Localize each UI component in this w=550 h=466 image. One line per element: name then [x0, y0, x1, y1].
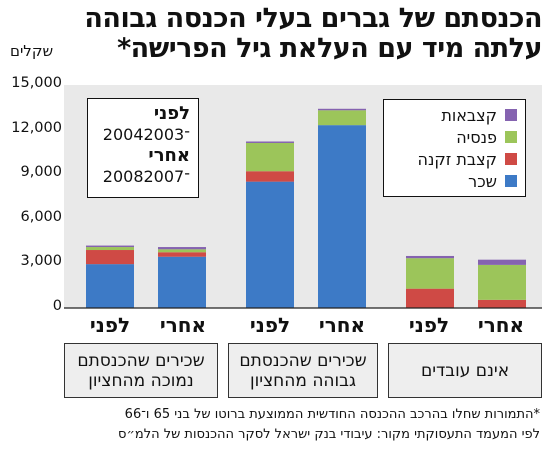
legend-label-allowances: קצבאות — [441, 105, 497, 125]
bar-segment-3-series-2 — [246, 171, 294, 182]
legend-swatch-salary — [505, 175, 517, 187]
bar-segment-4-series-1 — [318, 125, 366, 308]
period-box: לפני 2004־2003 אחרי 2008־2007 — [87, 98, 199, 198]
bar-segment-1-series-3 — [86, 247, 134, 251]
y-tick-label: 0 — [52, 298, 62, 314]
legend-item-old-age: קצבת זקנה — [418, 148, 517, 170]
bar-segment-2-series-1 — [158, 256, 206, 308]
bar-segment-4-series-4 — [318, 108, 366, 111]
period-before-years: 2004־2003 — [102, 125, 190, 144]
bar-segment-1-series-4 — [86, 245, 134, 248]
category-label-2: אחרי — [159, 313, 207, 337]
bar-segment-3-series-1 — [246, 181, 294, 308]
period-before-label: לפני — [153, 103, 190, 124]
y-axis-unit-label: שקלים — [10, 42, 54, 60]
chart-title: הכנסתם של גברים בעלי הכנסה גבוהה עלתה מי… — [6, 4, 542, 64]
bar-segment-5-series-2 — [406, 288, 454, 308]
bar-segment-6-series-4 — [478, 259, 526, 265]
legend-swatch-old-age — [505, 153, 517, 165]
legend-item-salary: שכר — [468, 170, 517, 192]
category-label-1: לפני — [89, 313, 131, 337]
title-line-1: הכנסתם של גברים בעלי הכנסה גבוהה — [84, 3, 542, 34]
bar-segment-2-series-3 — [158, 249, 206, 253]
legend-label-old-age: קצבת זקנה — [417, 149, 497, 169]
category-label-5: לפני — [408, 313, 450, 337]
bar-segment-3-series-4 — [246, 141, 294, 143]
y-tick-label: 15,000 — [11, 75, 62, 91]
legend: קצבאות פנסיה קצבת זקנה שכר — [383, 99, 526, 197]
bar-segment-1-series-1 — [86, 264, 134, 308]
category-label-4: אחרי — [318, 313, 366, 337]
bar-segment-2-series-4 — [158, 247, 206, 250]
legend-label-pension: פנסיה — [456, 127, 497, 147]
bar-segment-6-series-2 — [478, 299, 526, 308]
y-tick-label: 12,000 — [11, 119, 62, 136]
group-label-low-income: שכירים שהכנסתם נמוכה מהחציון — [64, 343, 218, 398]
title-line-2: עלתה מיד עם העלאת גיל הפרישה* — [117, 33, 542, 64]
bar-segment-4-series-3 — [318, 110, 366, 126]
bar-segment-1-series-2 — [86, 250, 134, 265]
legend-item-allowances: קצבאות — [441, 104, 517, 126]
footnote-line-2: לפי המעמד התעסוקתי מקור: עיבודי בנק ישרא… — [118, 427, 540, 442]
category-label-3: לפני — [249, 313, 291, 337]
period-after-years: 2008־2007 — [102, 167, 190, 186]
bar-segment-3-series-3 — [246, 142, 294, 172]
legend-swatch-pension — [505, 131, 517, 143]
bar-segment-6-series-3 — [478, 264, 526, 300]
legend-label-salary: שכר — [468, 171, 497, 191]
footnote-line-1: *התמורות שחלו בהרכב ההכנסה החודשית הממוצ… — [124, 407, 540, 422]
bars-layer — [86, 108, 526, 308]
group-label-high-income: שכירים שהכנסתם גבוהה מהחציון — [228, 343, 378, 398]
legend-item-pension: פנסיה — [456, 126, 517, 148]
y-tick-label: 9,000 — [20, 164, 62, 181]
bar-segment-5-series-3 — [406, 258, 454, 289]
legend-swatch-allowances — [505, 109, 517, 121]
group-label-not-working: אינם עובדים — [388, 343, 542, 398]
category-label-6: אחרי — [477, 313, 525, 337]
bar-segment-2-series-2 — [158, 252, 206, 257]
y-tick-label: 6,000 — [20, 208, 62, 225]
y-tick-label: 3,000 — [20, 253, 62, 270]
bar-segment-5-series-4 — [406, 255, 454, 259]
period-after-label: אחרי — [148, 145, 190, 166]
